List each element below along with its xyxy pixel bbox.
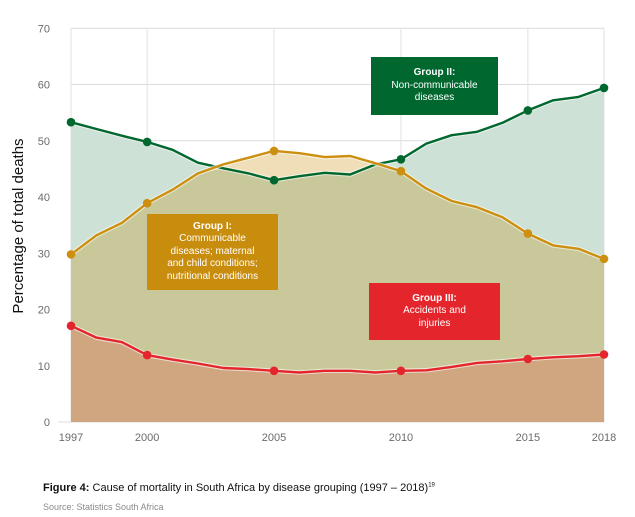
area-group-3 [71, 325, 604, 422]
annotation-line: Communicable [179, 233, 246, 245]
figure-label: Figure 4: [43, 482, 90, 494]
line-group-2 [70, 86, 605, 182]
y-tick-label: 50 [38, 136, 50, 148]
annotation-group-3: Group III: Accidents and injuries [369, 283, 500, 340]
marker-group-2 [396, 155, 406, 164]
x-tick-label: 2018 [592, 432, 616, 444]
y-tick-label: 70 [38, 23, 50, 35]
marker-group-2 [523, 106, 533, 115]
y-tick-label: 30 [38, 248, 50, 260]
marker-group-2 [142, 137, 152, 147]
marker-group-2 [599, 83, 609, 93]
marker-group-1 [599, 254, 609, 264]
y-tick-label: 0 [44, 417, 50, 429]
annotation-group-2: Group II: Non-communicable diseases [371, 57, 498, 115]
marker-group-3 [523, 354, 533, 364]
y-axis-label: Percentage of total deaths [10, 138, 27, 313]
y-tick-label: 20 [38, 305, 50, 317]
footnote-ref: 19 [428, 482, 435, 489]
marker-group-1 [396, 166, 406, 176]
figure-caption: Figure 4: Cause of mortality in South Af… [43, 482, 435, 494]
annotation-line: diseases; maternal [170, 245, 255, 257]
y-tick-label: 40 [38, 192, 50, 204]
annotation-line: Accidents and [403, 305, 466, 317]
marker-group-3 [396, 366, 406, 376]
x-tick-label: 1997 [59, 432, 83, 444]
annotation-line: injuries [418, 317, 451, 329]
annotation-group-1: Group I: Communicable diseases; maternal… [147, 214, 278, 290]
marker-group-3 [599, 350, 609, 359]
marker-group-3 [269, 366, 279, 376]
chart: 0 10 20 30 40 50 60 70 1997 2000 2005 2010 2015 2018… [10, 23, 616, 444]
annotation-title: Group III: [412, 292, 457, 304]
marker-group-1 [269, 146, 279, 156]
series-markers [66, 83, 609, 376]
annotation-line: diseases [414, 92, 455, 104]
x-tick-label: 2010 [389, 432, 413, 444]
figure-source: Source: Statistics South Africa [43, 502, 164, 512]
y-axis-ticks: 0 10 20 30 40 50 60 70 [38, 23, 50, 429]
marker-group-1 [142, 198, 152, 208]
marker-group-3 [142, 350, 152, 360]
series-lines [69, 85, 605, 375]
marker-group-1 [523, 229, 533, 238]
line-group-1 [70, 149, 605, 261]
x-axis-ticks: 1997 2000 2005 2010 2015 2018 [59, 432, 616, 444]
annotation-title: Group I: [193, 220, 232, 232]
annotation-line: and child conditions; [167, 258, 258, 270]
marker-group-2 [269, 175, 279, 185]
line-group-3 [70, 324, 605, 374]
x-tick-label: 2005 [262, 432, 286, 444]
y-tick-label: 60 [38, 80, 50, 92]
x-tick-label: 2000 [135, 432, 159, 444]
y-tick-label: 10 [38, 361, 50, 373]
marker-group-2 [66, 117, 76, 127]
marker-group-1 [66, 250, 76, 259]
x-tick-label: 2015 [516, 432, 540, 444]
annotation-line: Non-communicable [391, 79, 478, 91]
annotation-title: Group II: [413, 67, 456, 79]
annotation-line: nutritional conditions [166, 270, 259, 282]
figure-title: Cause of mortality in South Africa by di… [89, 482, 429, 494]
marker-group-3 [66, 321, 76, 331]
